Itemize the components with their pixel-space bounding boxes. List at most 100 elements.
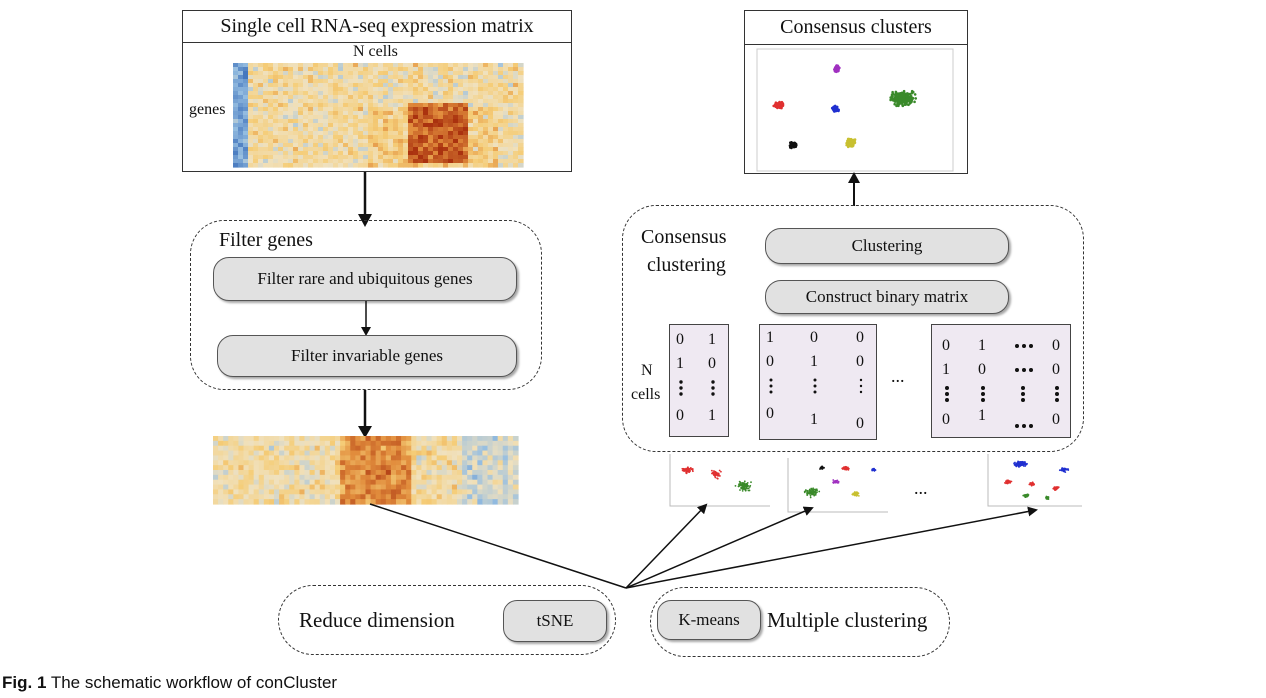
- heatmap-cell: [458, 103, 464, 108]
- heatmap-cell: [478, 67, 484, 72]
- heatmap-cell: [503, 135, 509, 140]
- heatmap-cell: [513, 147, 519, 152]
- heatmap-cell: [343, 127, 349, 132]
- heatmap-cell: [268, 440, 275, 447]
- heatmap-cell: [513, 91, 519, 96]
- heatmap-cell: [477, 445, 484, 452]
- heatmap-cell: [492, 494, 499, 500]
- heatmap-cell: [390, 494, 397, 500]
- heatmap-cell: [350, 460, 356, 466]
- scatter-point: [809, 496, 812, 499]
- heatmap-cell: [393, 155, 399, 160]
- heatmap-cell: [428, 99, 434, 104]
- heatmap-cell: [253, 465, 260, 471]
- heatmap-cell: [513, 127, 519, 132]
- heatmap-cell: [448, 67, 454, 72]
- heatmap-cell: [428, 131, 434, 136]
- expression-heatmap: [233, 63, 524, 168]
- heatmap-cell: [508, 159, 514, 164]
- heatmap-cell: [458, 159, 464, 164]
- heatmap-cell: [348, 163, 354, 168]
- heatmap-cell: [453, 139, 459, 144]
- heatmap-cell: [398, 87, 404, 92]
- heatmap-cell: [512, 445, 519, 452]
- heatmap-cell: [518, 139, 524, 144]
- heatmap-cell: [380, 470, 387, 476]
- heatmap-cell: [268, 163, 274, 168]
- heatmap-cell: [508, 131, 514, 136]
- heatmap-cell: [358, 151, 364, 156]
- heatmap-cell: [313, 147, 319, 152]
- heatmap-cell: [473, 123, 479, 128]
- vertical-dots: [769, 378, 773, 394]
- heatmap-cell: [328, 159, 334, 164]
- heatmap-cell: [218, 445, 224, 452]
- heatmap-cell: [443, 159, 449, 164]
- heatmap-cell: [483, 63, 489, 68]
- heatmap-cell: [333, 127, 339, 132]
- heatmap-cell: [436, 460, 443, 466]
- heatmap-cell: [441, 440, 448, 447]
- filter-rare-ubiquitous-step: Filter rare and ubiquitous genes: [213, 257, 517, 301]
- vertical-dots: [711, 380, 715, 396]
- heatmap-cell: [487, 484, 494, 491]
- heatmap-cell: [438, 103, 444, 108]
- heatmap-cell: [253, 87, 259, 92]
- heatmap-cell: [438, 147, 444, 152]
- heatmap-cell: [390, 489, 397, 495]
- heatmap-cell: [268, 474, 275, 481]
- heatmap-cell: [268, 436, 275, 442]
- heatmap-cell: [283, 91, 289, 96]
- heatmap-cell: [462, 455, 468, 461]
- heatmap-cell: [418, 139, 424, 144]
- heatmap-cell: [468, 79, 474, 84]
- heatmap-cell: [426, 474, 433, 481]
- heatmap-cell: [350, 474, 356, 481]
- heatmap-cell: [338, 155, 344, 160]
- heatmap-cell: [299, 474, 306, 481]
- heatmap-cell: [513, 67, 519, 72]
- heatmap-cell: [513, 159, 519, 164]
- heatmap-cell: [423, 151, 429, 156]
- heatmap-cell: [421, 450, 428, 457]
- heatmap-cell: [248, 479, 255, 486]
- heatmap-cell: [345, 470, 351, 476]
- heatmap-cell: [421, 465, 428, 471]
- heatmap-cell: [338, 139, 344, 144]
- scatter-point: [1061, 467, 1064, 469]
- heatmap-cell: [323, 115, 329, 120]
- heatmap-cell: [294, 455, 301, 461]
- heatmap-cell: [438, 131, 444, 136]
- heatmap-cell: [233, 63, 239, 68]
- heatmap-cell: [273, 95, 279, 100]
- heatmap-cell: [458, 151, 464, 156]
- heatmap-cell: [298, 87, 304, 92]
- heatmap-cell: [507, 465, 514, 471]
- heatmap-cell: [314, 474, 321, 481]
- heatmap-cell: [451, 494, 458, 500]
- scatter-point: [901, 103, 904, 107]
- heatmap-cell: [378, 147, 384, 152]
- heatmap-cell: [238, 83, 244, 88]
- heatmap-cell: [518, 163, 524, 168]
- scatter-point: [738, 485, 741, 487]
- heatmap-cell: [448, 139, 454, 144]
- heatmap-cell: [268, 87, 274, 92]
- heatmap-cell: [268, 79, 274, 84]
- heatmap-cell: [243, 127, 249, 132]
- heatmap-cell: [243, 479, 250, 486]
- heatmap-cell: [343, 147, 349, 152]
- heatmap-cell: [403, 163, 409, 168]
- heatmap-cell: [313, 83, 319, 88]
- heatmap-cell: [433, 107, 439, 112]
- heatmap-cell: [283, 103, 289, 108]
- heatmap-cell: [243, 163, 249, 168]
- matrix-cell: 1: [978, 337, 986, 354]
- heatmap-cell: [380, 455, 387, 461]
- heatmap-cell: [396, 489, 402, 495]
- heatmap-cell: [473, 111, 479, 116]
- heatmap-cell: [360, 455, 367, 461]
- heatmap-cell: [488, 99, 494, 104]
- heatmap-cell: [294, 445, 301, 452]
- matrix-cell: 0: [1052, 411, 1060, 428]
